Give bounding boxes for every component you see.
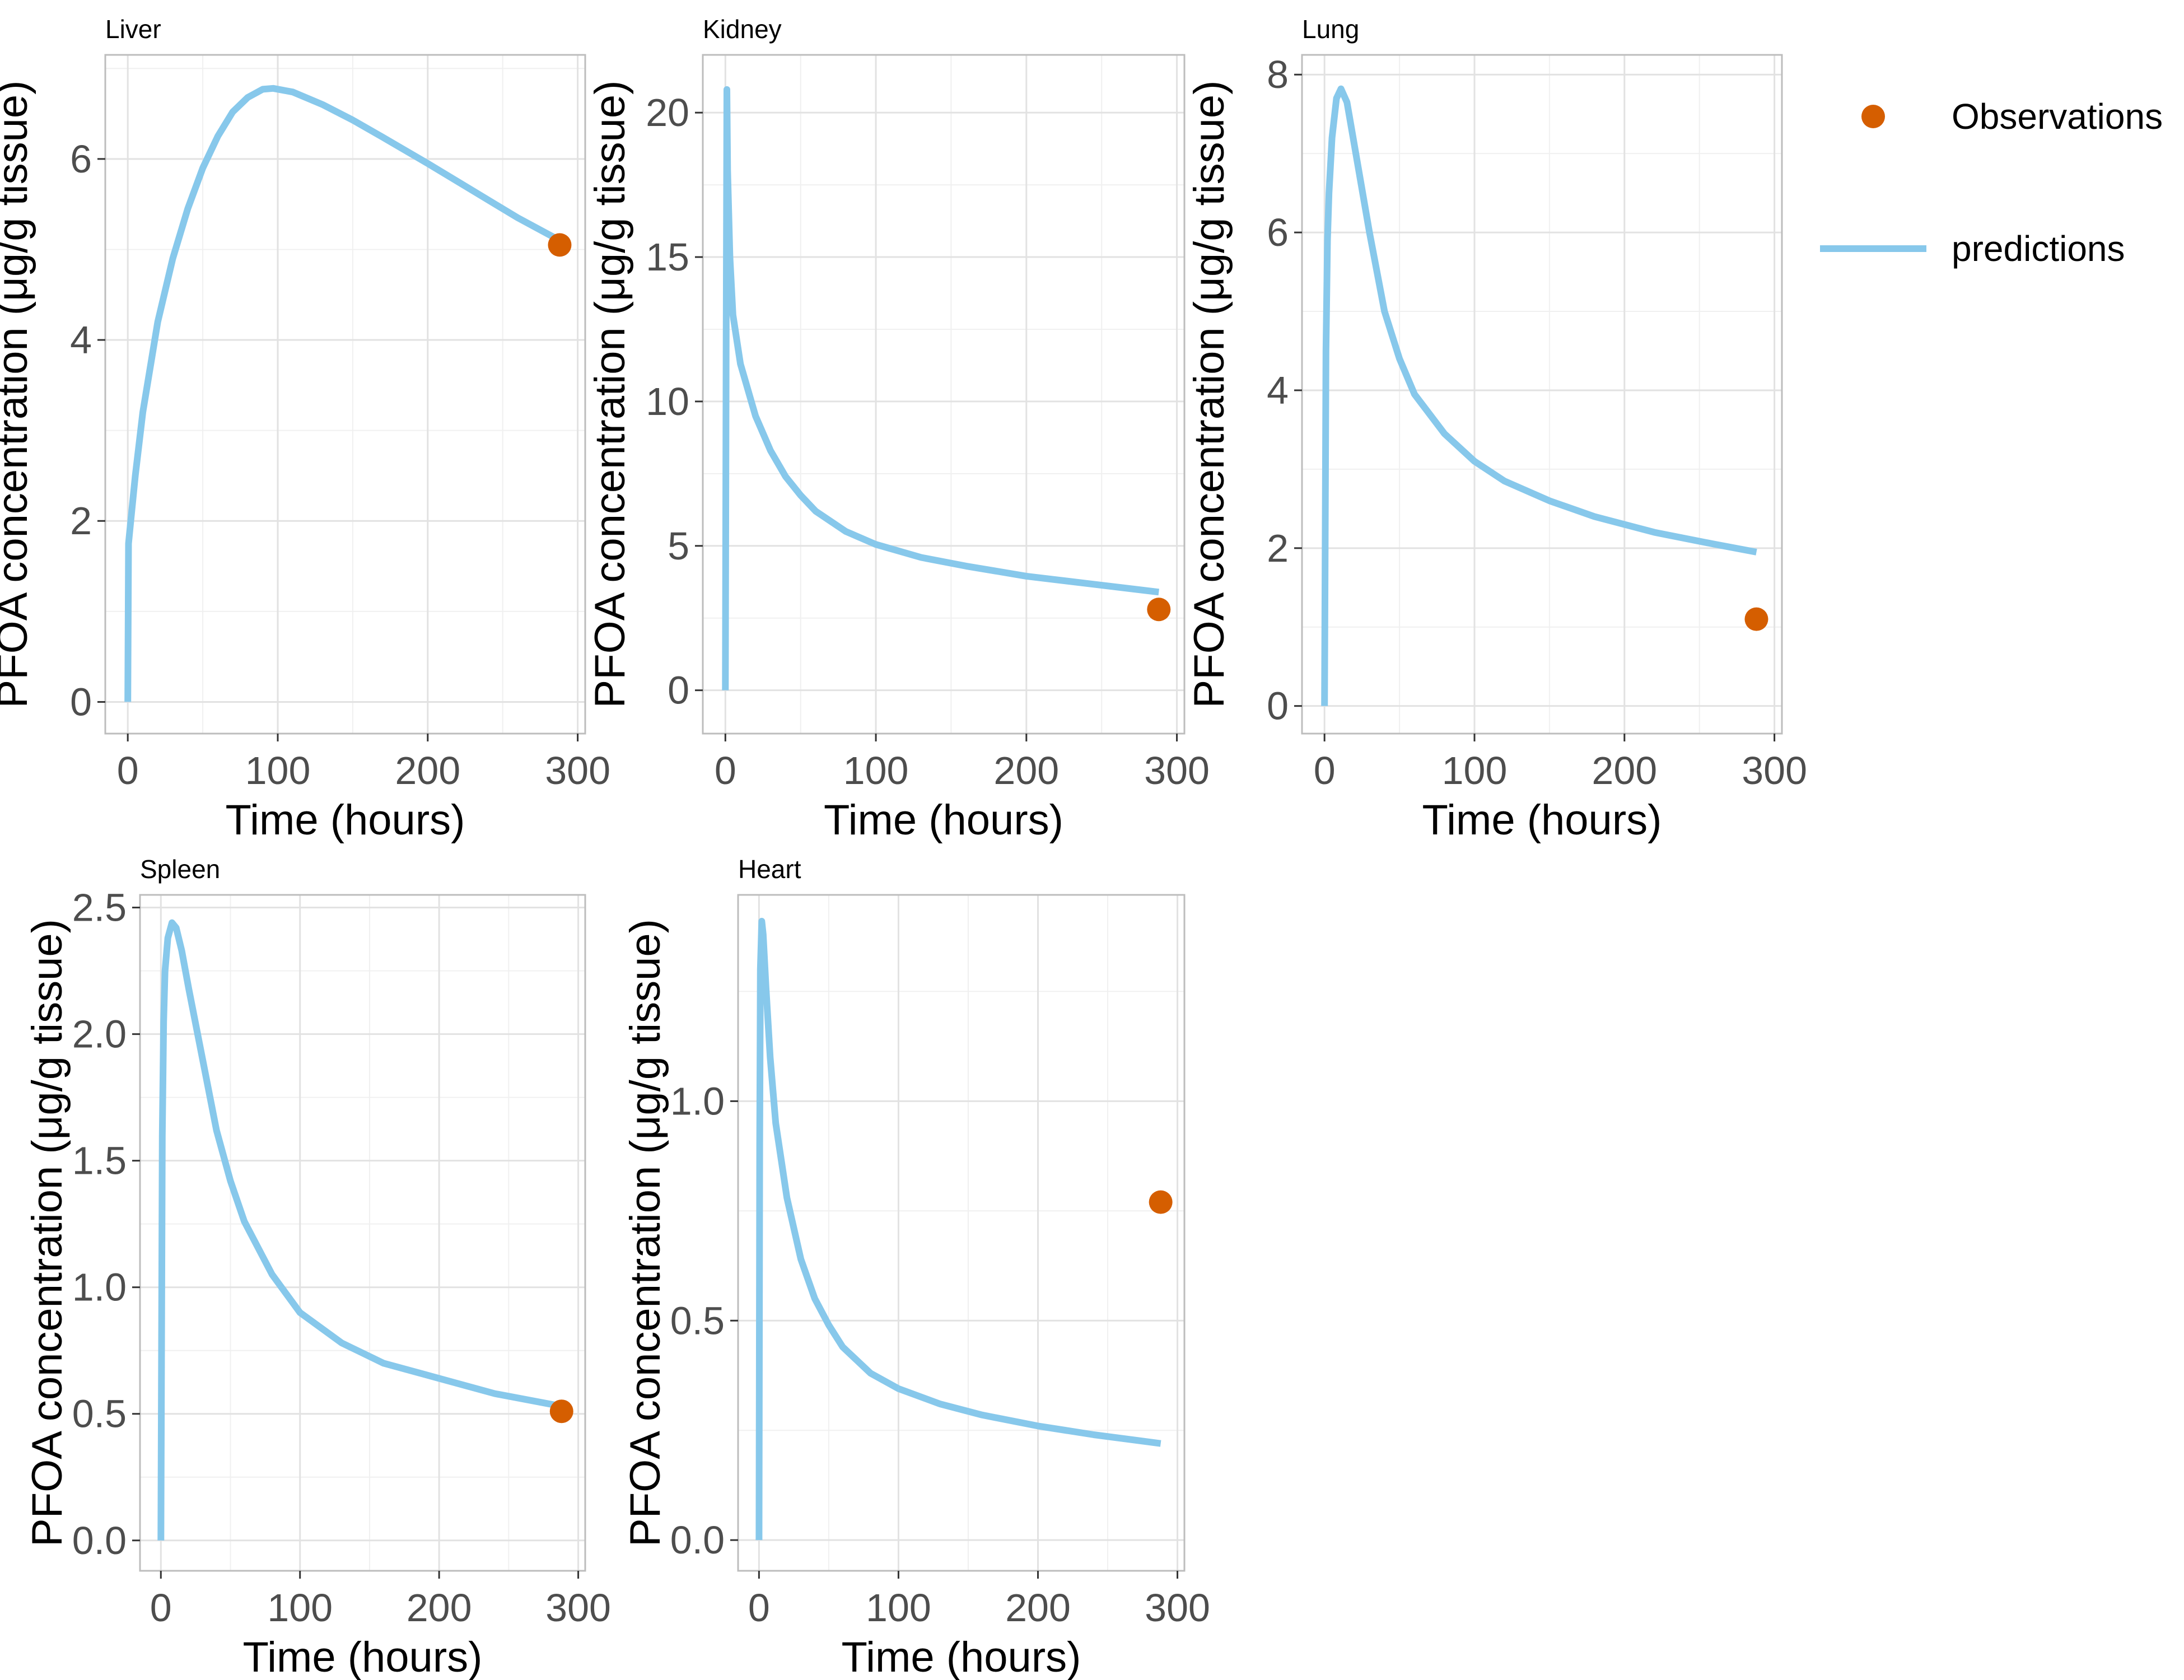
data-layer (157, 919, 573, 1541)
y-tick-label: 0.5 (72, 1392, 127, 1436)
x-axis-title: Time (hours) (824, 796, 1063, 844)
x-tick-label: 200 (1005, 1586, 1071, 1630)
y-tick-label: 0.0 (670, 1518, 725, 1562)
x-tick-label: 0 (117, 749, 139, 792)
x-tick-label: 0 (150, 1586, 172, 1630)
panel-title: Heart (738, 855, 801, 884)
predictions-line (124, 85, 562, 702)
y-tick-label: 0 (1267, 684, 1289, 728)
predictions-line (755, 918, 1161, 1541)
y-tick-label: 4 (70, 318, 92, 362)
y-tick-label: 2.0 (72, 1012, 127, 1056)
panel-lung: 0 100 200 300 0 2 4 6 8 Lung Time (hours) PFOA conc… (1186, 15, 1807, 844)
legend-observations-key (1861, 105, 1885, 128)
x-tick-label: 100 (267, 1586, 333, 1630)
x-tick-label: 0 (1314, 749, 1336, 792)
x-tick-label: 200 (993, 749, 1059, 792)
y-tick-label: 0.5 (670, 1299, 725, 1342)
y-tick-label: 6 (70, 137, 92, 181)
y-axis-title: PFOA concentration (μg/g tissue) (0, 81, 36, 708)
x-tick-label: 200 (407, 1586, 472, 1630)
y-tick-label: 15 (646, 235, 689, 279)
x-tick-label: 0 (748, 1586, 770, 1630)
y-tick-label: 4 (1267, 368, 1289, 412)
panel-title: Lung (1302, 15, 1359, 44)
y-tick-label: 1.5 (72, 1139, 127, 1183)
y-axis-title: PFOA concentration (μg/g tissue) (1186, 81, 1233, 708)
x-tick-label: 300 (545, 1586, 611, 1630)
y-tick-label: 2.5 (72, 886, 127, 930)
y-tick-label: 5 (668, 524, 689, 568)
panel-border (702, 54, 1186, 735)
legend-label: predictions (1952, 228, 2125, 269)
x-axis-title: Time (hours) (1422, 796, 1662, 844)
y-tick-label: 20 (646, 91, 689, 134)
observation-point (1147, 598, 1171, 622)
y-tick-label: 2 (1267, 526, 1289, 570)
panel-spleen: 0 100 200 300 0.0 0.5 1.0 1.5 2.0 2.5 Spleen Time (… (24, 855, 611, 1680)
legend-label: Observations (1952, 96, 2163, 137)
y-axis-title: PFOA concentration (μg/g tissue) (24, 919, 71, 1547)
panel-heart: 0 100 200 300 0.0 0.5 1.0 Heart Time (hours) PFOA… (622, 855, 1210, 1680)
data-layer (755, 918, 1173, 1541)
predictions-line (157, 919, 562, 1541)
x-tick-label: 300 (545, 749, 610, 792)
y-tick-label: 2 (70, 499, 92, 543)
panel-border (1301, 54, 1783, 735)
x-tick-label: 100 (866, 1586, 931, 1630)
y-tick-label: 8 (1267, 53, 1289, 96)
y-tick-label: 1.0 (670, 1079, 725, 1123)
data-layer (124, 85, 572, 702)
data-layer (1321, 85, 1768, 706)
x-axis-title: Time (hours) (243, 1634, 483, 1680)
x-tick-label: 300 (1144, 749, 1210, 792)
x-tick-label: 200 (395, 749, 460, 792)
panel-title: Kidney (703, 15, 782, 44)
x-axis-title: Time (hours) (226, 796, 465, 844)
x-tick-label: 100 (843, 749, 909, 792)
data-layer (722, 86, 1171, 690)
predictions-line (1321, 85, 1757, 706)
panel-border (104, 54, 586, 735)
panel-border (737, 894, 1186, 1572)
y-tick-label: 0 (668, 669, 689, 712)
observation-point (1149, 1190, 1173, 1214)
y-tick-label: 0.0 (72, 1519, 127, 1562)
x-axis-title: Time (hours) (842, 1634, 1081, 1680)
observation-point (549, 1399, 573, 1424)
y-axis-title: PFOA concentration (μg/g tissue) (586, 81, 634, 708)
y-axis-title: PFOA concentration (μg/g tissue) (622, 919, 669, 1547)
y-tick-label: 1.0 (72, 1266, 127, 1309)
panel-title: Liver (105, 15, 161, 44)
x-tick-label: 200 (1592, 749, 1657, 792)
x-tick-label: 100 (245, 749, 311, 792)
panel-liver: 0 100 200 300 0 2 4 6 Liver Time (hours) PFOA conc… (0, 15, 610, 844)
panel-border (139, 894, 586, 1572)
x-tick-label: 300 (1145, 1586, 1210, 1630)
predictions-line (722, 86, 1160, 690)
y-tick-label: 6 (1267, 211, 1289, 254)
x-tick-label: 0 (715, 749, 736, 792)
x-tick-label: 100 (1442, 749, 1508, 792)
x-tick-label: 300 (1742, 749, 1807, 792)
observation-point (548, 233, 572, 257)
observation-point (1744, 607, 1768, 631)
y-tick-label: 0 (70, 680, 92, 724)
panel-title: Spleen (140, 855, 220, 884)
panel-kidney: 0 100 200 300 0 5 10 15 20 Kidney Time (hours) PFOA… (586, 15, 1210, 844)
legend: Observations predictions (1820, 96, 2163, 269)
y-tick-label: 10 (646, 380, 689, 423)
